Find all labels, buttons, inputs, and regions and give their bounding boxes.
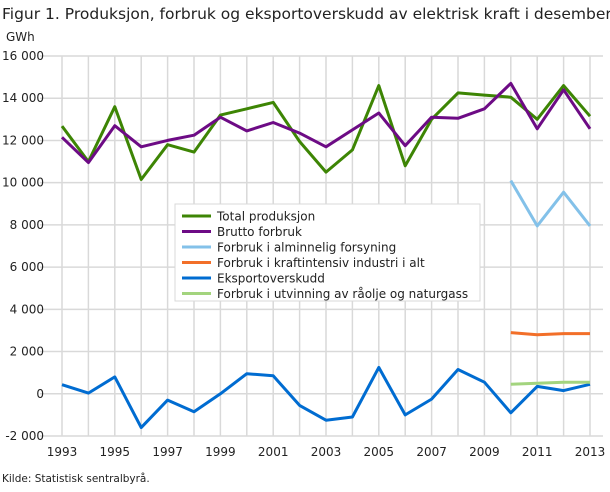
y-tick-label: 16 000: [2, 49, 44, 63]
y-tick-label: 14 000: [2, 91, 44, 105]
y-tick-label: 4 000: [10, 302, 44, 316]
x-tick-label: 1993: [47, 445, 78, 459]
legend-box: [174, 203, 481, 302]
chart-title: Figur 1. Produksjon, forbruk og eksporto…: [2, 5, 610, 23]
x-tick-label: 1997: [152, 445, 183, 459]
y-tick-label: 0: [36, 387, 44, 401]
y-tick-label: -2 000: [5, 429, 44, 443]
series-line-3: [510, 331, 590, 337]
y-tick-label: 10 000: [2, 176, 44, 190]
x-tick-label: 2009: [469, 445, 500, 459]
y-axis-label: GWh: [6, 30, 35, 44]
series-line-2: [509, 179, 592, 228]
x-tick-label: 2011: [522, 445, 553, 459]
legend-entry: Brutto forbruk: [217, 225, 302, 239]
y-tick-label: 8 000: [10, 218, 44, 232]
x-tick-label: 1999: [205, 445, 236, 459]
x-tick-label: 2005: [364, 445, 395, 459]
legend-entry: Forbruk i alminnelig forsyning: [217, 241, 396, 255]
y-tick-label: 6 000: [10, 260, 44, 274]
x-tick-label: 2007: [416, 445, 447, 459]
legend-entry: Forbruk i kraftintensiv industri i alt: [217, 256, 425, 270]
source-note: Kilde: Statistisk sentralbyrå.: [2, 472, 150, 485]
legend-entry: Eksportoverskudd: [217, 272, 325, 286]
series-line-0: [60, 84, 592, 181]
legend-entry: Total produksjon: [216, 210, 315, 224]
legend-entry: Forbruk i utvinning av råolje og naturga…: [217, 287, 468, 301]
x-tick-label: 1995: [100, 445, 131, 459]
series-line-5: [510, 380, 590, 386]
series-line-4: [61, 365, 591, 430]
x-tick-label: 2013: [575, 445, 606, 459]
y-tick-label: 2 000: [10, 345, 44, 359]
x-tick-label: 2001: [258, 445, 289, 459]
series-line-1: [60, 81, 592, 165]
y-tick-label: 12 000: [2, 133, 44, 147]
x-tick-label: 2003: [311, 445, 342, 459]
